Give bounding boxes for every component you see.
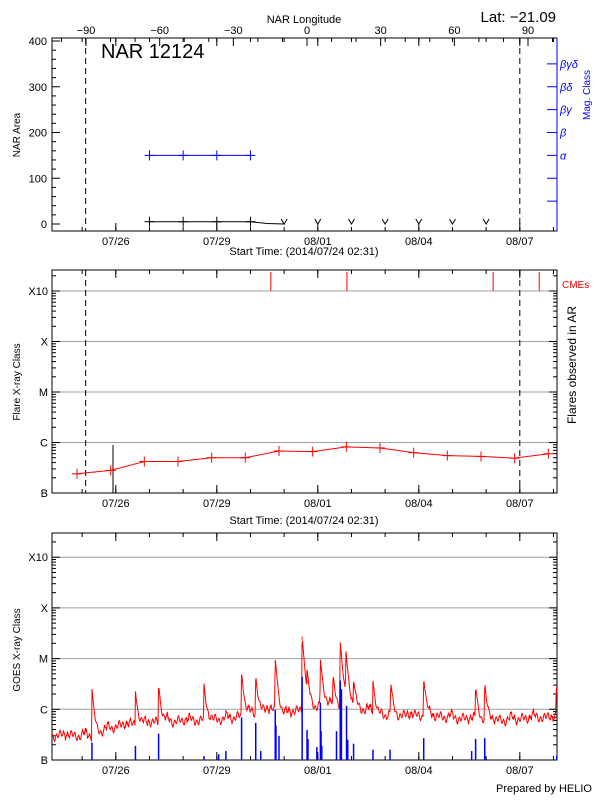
- y-tick-label: 400: [29, 36, 47, 48]
- y-tick-label: M: [39, 387, 48, 399]
- plot-frame: [51, 269, 558, 494]
- y-tick-label: X: [41, 603, 49, 615]
- nar-area-panel: NAR 12124 NAR Longitude Start Time: (201…: [12, 14, 593, 258]
- y-tick-label: C: [40, 438, 48, 450]
- top-x-tick-label: −60: [150, 25, 169, 37]
- latitude-label: Lat: −21.09: [481, 9, 556, 26]
- x-tick-label: 08/04: [405, 498, 433, 510]
- y-tick-label: C: [40, 704, 48, 716]
- flare-class-panel: Start Time: (2014/07/24 02:31) Flare X-r…: [12, 269, 589, 527]
- x-tick-label: 08/04: [405, 236, 433, 248]
- y-tick-label: 300: [29, 82, 47, 94]
- y-tick-label: 0: [41, 219, 47, 231]
- plot-frame: [51, 532, 558, 761]
- top-x-tick-label: −30: [224, 25, 243, 37]
- x-tick-label: 07/26: [102, 236, 130, 248]
- y-tick-label: X: [41, 337, 49, 349]
- nar-area-upper-limit-marker: [348, 218, 355, 225]
- x-tick-label: 07/26: [102, 498, 130, 510]
- prepared-by-label: Prepared by HELIO: [496, 783, 592, 795]
- x-axis-label: Start Time: (2014/07/24 02:31): [229, 246, 378, 258]
- y2-axis-label: Mag. Class: [582, 70, 593, 120]
- x-tick-label: 08/07: [506, 498, 534, 510]
- nar-area-upper-limit-marker: [314, 218, 322, 225]
- mag-class-tick-label: βγδ: [559, 59, 579, 71]
- y-tick-label: 100: [29, 173, 47, 185]
- top-x-tick-label: 60: [448, 25, 460, 37]
- x-tick-label: 08/04: [405, 765, 433, 777]
- nar-area-upper-limit-marker: [381, 218, 389, 225]
- nar-title: NAR 12124: [101, 41, 204, 63]
- y-tick-label: B: [41, 488, 48, 500]
- goes-flux-line: [51, 640, 558, 743]
- mag-class-tick-label: α: [560, 150, 567, 162]
- x-tick-label: 08/07: [506, 236, 534, 248]
- x-tick-label: 08/01: [304, 236, 332, 248]
- y-axis-label: GOES X-ray Class: [12, 608, 23, 691]
- y-tick-label: 200: [29, 128, 47, 140]
- y-tick-label: X10: [28, 286, 48, 298]
- y-tick-label: B: [41, 755, 48, 767]
- top-x-axis-label: NAR Longitude: [267, 14, 342, 26]
- x-tick-label: 07/26: [102, 765, 130, 777]
- nar-area-upper-limit-marker: [280, 218, 288, 225]
- y-tick-label: X10: [28, 552, 48, 564]
- x-tick-label: 08/07: [506, 765, 534, 777]
- x-tick-label: 07/29: [203, 236, 231, 248]
- top-x-tick-label: 30: [375, 25, 387, 37]
- y-axis-label: NAR Area: [12, 112, 23, 157]
- nar-area-upper-limit-marker: [449, 218, 456, 225]
- y-axis-label: Flare X-ray Class: [12, 343, 23, 420]
- nar-area-upper-limit-marker: [415, 218, 423, 225]
- y2-axis-label: Flares observed in AR: [565, 306, 579, 424]
- x-tick-label: 07/29: [203, 498, 231, 510]
- top-x-tick-label: −90: [77, 25, 96, 37]
- x-tick-label: 07/29: [203, 765, 231, 777]
- top-x-tick-label: 90: [522, 25, 534, 37]
- nar-area-upper-limit-marker: [482, 218, 490, 225]
- plot-frame: [51, 37, 558, 232]
- x-tick-label: 08/01: [304, 498, 332, 510]
- nar-area-line: [149, 221, 285, 225]
- mag-class-tick-label: β: [559, 128, 567, 140]
- top-x-tick-label: 0: [304, 25, 310, 37]
- x-tick-label: 08/01: [304, 765, 332, 777]
- y-tick-label: M: [39, 654, 48, 666]
- mag-class-tick-label: βδ: [559, 82, 573, 94]
- x-axis-label: Start Time: (2014/07/24 02:31): [229, 515, 378, 527]
- cme-label: CMEs: [562, 280, 589, 291]
- goes-xray-panel: GOES X-ray Class B C M X X10 07/26 07/29 08/01 0…: [12, 532, 558, 777]
- mag-class-tick-label: βγ: [559, 105, 573, 117]
